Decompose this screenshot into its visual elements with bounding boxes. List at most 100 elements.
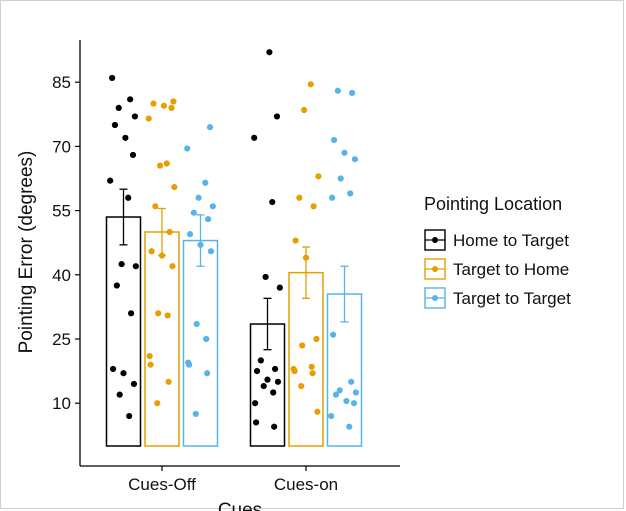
data-point: [127, 96, 134, 103]
data-point: [257, 357, 264, 364]
data-point: [302, 254, 310, 261]
data-point: [251, 134, 258, 141]
data-point: [130, 380, 138, 388]
data-point: [334, 87, 341, 94]
x-tick-label: Cues-on: [274, 475, 338, 494]
data-point: [332, 391, 340, 398]
data-point: [190, 209, 197, 216]
x-axis-ticks: Cues-Off Cues-on: [128, 466, 338, 494]
y-tick-label: 55: [52, 202, 71, 221]
data-point: [113, 282, 120, 289]
data-point: [329, 194, 336, 201]
data-point: [310, 203, 317, 210]
data-point: [292, 237, 299, 244]
data-point: [313, 335, 320, 343]
data-point: [330, 136, 338, 144]
data-point: [253, 419, 260, 426]
data-point: [314, 408, 321, 415]
data-point: [308, 363, 315, 370]
legend-key-point: [432, 266, 438, 272]
data-point: [115, 104, 122, 111]
legend-title: Pointing Location: [424, 194, 562, 214]
data-point: [157, 162, 164, 169]
data-point: [128, 310, 135, 317]
data-point: [126, 412, 133, 420]
data-point: [125, 194, 132, 201]
data-point: [347, 190, 354, 197]
x-tick-label: Cues-Off: [128, 475, 196, 494]
data-point: [307, 81, 314, 88]
data-point: [193, 320, 200, 328]
legend-label: Target to Target: [453, 289, 571, 308]
data-point: [273, 113, 281, 120]
data-point: [158, 252, 166, 259]
data-point: [330, 331, 337, 338]
data-point: [252, 400, 259, 407]
data-point: [163, 160, 170, 167]
legend-key-point: [432, 295, 438, 301]
data-point: [299, 342, 306, 349]
y-tick-label: 40: [52, 266, 71, 285]
legend-label: Home to Target: [453, 231, 569, 250]
data-point: [271, 423, 278, 430]
data-point: [351, 156, 359, 163]
data-point: [350, 400, 358, 407]
data-point: [349, 89, 356, 96]
data-point: [155, 310, 162, 317]
legend-label: Target to Home: [453, 260, 569, 279]
data-point: [148, 248, 155, 255]
data-point: [309, 370, 316, 377]
data-point: [122, 134, 129, 141]
data-point: [109, 365, 117, 373]
legend: Pointing Location Home to Target Target t…: [424, 194, 571, 309]
y-axis-ticks: 10 25 40 55 70 85: [52, 73, 80, 413]
data-point: [207, 248, 215, 255]
data-point: [341, 149, 348, 156]
legend-item: Target to Home: [424, 258, 569, 280]
y-tick-label: 70: [52, 137, 71, 156]
data-point: [348, 378, 355, 385]
data-point: [109, 74, 116, 82]
data-point: [262, 273, 269, 281]
data-point: [205, 216, 212, 223]
data-point: [186, 361, 193, 368]
data-point: [209, 203, 216, 210]
data-point: [146, 353, 153, 360]
data-point: [253, 368, 261, 375]
data-point: [111, 121, 119, 129]
data-point: [195, 194, 202, 201]
data-point: [118, 261, 125, 268]
data-point: [169, 263, 176, 270]
data-point: [131, 113, 138, 120]
data-point: [266, 49, 273, 56]
data-point: [160, 102, 167, 109]
data-point: [147, 361, 154, 368]
data-point: [154, 400, 161, 407]
data-point: [291, 368, 298, 375]
data-point: [171, 183, 178, 191]
data-point: [264, 376, 271, 383]
data-point: [337, 175, 344, 182]
data-point: [116, 391, 123, 398]
data-point: [336, 387, 343, 394]
y-tick-label: 85: [52, 73, 71, 92]
data-point: [274, 378, 282, 385]
plot-area: [105, 49, 363, 447]
data-point: [164, 312, 171, 319]
data-point: [296, 194, 303, 201]
data-point: [298, 382, 305, 390]
data-point: [132, 263, 139, 270]
bar: [105, 216, 142, 447]
data-point: [346, 423, 353, 430]
data-point: [145, 115, 152, 122]
data-point: [192, 410, 199, 417]
data-point: [170, 98, 177, 105]
data-point: [343, 397, 350, 405]
legend-item: Target to Target: [424, 287, 571, 309]
legend-key-point: [432, 237, 438, 243]
bar: [182, 239, 219, 447]
data-point: [260, 382, 267, 390]
data-point: [150, 100, 157, 107]
legend-item: Home to Target: [424, 229, 569, 251]
